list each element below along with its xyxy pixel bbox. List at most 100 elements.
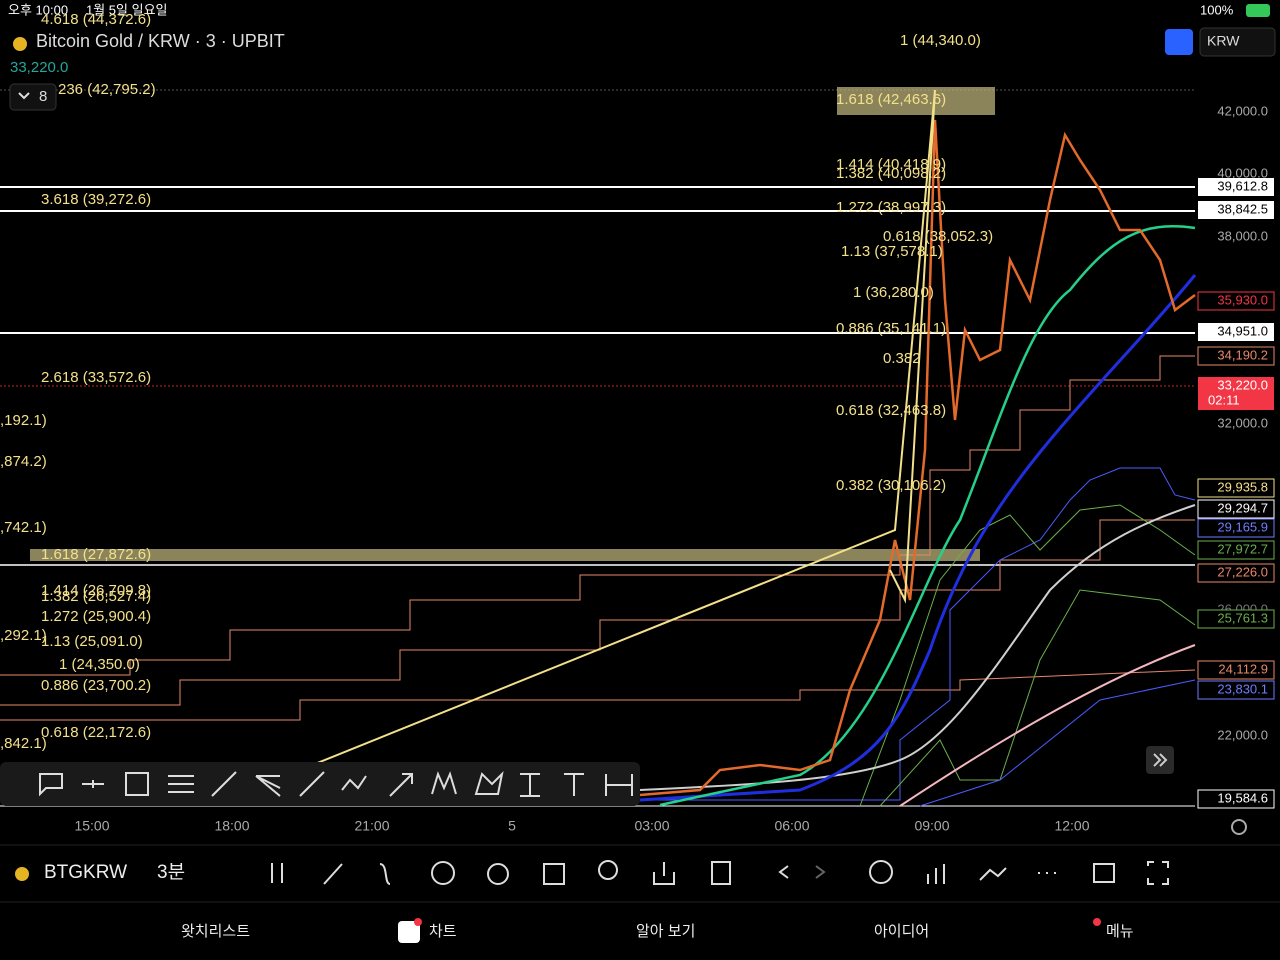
price-label: 32,000.0 <box>1217 415 1268 430</box>
price-label: 22,000.0 <box>1217 727 1268 742</box>
icon-fib[interactable] <box>168 775 194 793</box>
icon-window[interactable] <box>1093 863 1115 883</box>
icon-redo[interactable] <box>815 865 826 879</box>
price-label: 34,190.2 <box>1217 347 1268 362</box>
icon-chart[interactable] <box>927 864 945 884</box>
price-label: 35,930.0 <box>1217 292 1268 307</box>
time-label: 18:00 <box>214 818 249 834</box>
nav-item[interactable]: 메뉴 <box>1106 923 1134 940</box>
time-label: 12:00 <box>1054 818 1089 834</box>
last-price: 33,220.0 <box>10 59 68 76</box>
price-label: 38,000.0 <box>1217 228 1268 243</box>
icon-alert[interactable] <box>487 863 509 885</box>
icon-measure[interactable] <box>605 774 633 796</box>
moving-average <box>899 644 1196 807</box>
icon-trend[interactable] <box>211 771 237 797</box>
price-label: 39,612.8 <box>1217 178 1268 193</box>
time-label: 21:00 <box>354 818 389 834</box>
compare-button[interactable] <box>1165 29 1193 55</box>
icon-indicators[interactable] <box>979 867 1007 881</box>
icon-arrow[interactable] <box>389 773 413 797</box>
price-badge <box>1198 201 1274 219</box>
icon-idea[interactable] <box>598 860 618 880</box>
fib-label: 0.886 (23,700.2) <box>41 677 151 694</box>
fib-label: ,742.1) <box>0 519 47 536</box>
icon-range[interactable] <box>520 773 540 797</box>
icon-info[interactable] <box>869 860 893 884</box>
icon-xabcd[interactable] <box>431 771 457 795</box>
fib-label: 1.382 (40,098.2) <box>836 165 946 182</box>
icon-fan[interactable] <box>255 775 281 797</box>
price-label: 29,294.7 <box>1217 500 1268 515</box>
nav-item[interactable]: 왓치리스트 <box>181 923 250 940</box>
currency-select[interactable] <box>1199 27 1276 57</box>
price-label: 25,761.3 <box>1217 610 1268 625</box>
chevron <box>18 92 30 100</box>
icon-draw[interactable] <box>323 863 343 885</box>
fib-label: 1.13 (25,091.0) <box>41 633 143 650</box>
fib-label: ,874.2) <box>0 453 47 470</box>
interval[interactable]: 3분 <box>157 862 185 883</box>
price-badge <box>1198 178 1274 196</box>
icon-pattern[interactable] <box>474 770 504 795</box>
price-label: 23,830.1 <box>1217 681 1268 696</box>
fib-label: 1.13 (37,578.1) <box>841 243 943 260</box>
price-label: 40,000.0 <box>1217 165 1268 180</box>
icon-share[interactable] <box>653 862 675 885</box>
chart-toolbar <box>271 860 1169 885</box>
icon-rect[interactable] <box>125 772 149 796</box>
nav-item[interactable]: 아이디어 <box>874 923 929 940</box>
time-label: 5 <box>508 818 516 834</box>
nav-chart-icon <box>398 921 420 943</box>
icon-path[interactable] <box>341 775 367 791</box>
fib-label: 0.618 (38,052.3) <box>883 228 993 245</box>
ticker[interactable]: BTGKRW <box>44 862 127 883</box>
indicator-line <box>0 669 1196 721</box>
fib-label: 0.382 <box>883 350 921 367</box>
price-label: 27,226.0 <box>1217 564 1268 579</box>
indicators-count: 8 <box>39 88 47 105</box>
badge <box>414 918 422 926</box>
time-label: 06:00 <box>774 818 809 834</box>
icon-text[interactable] <box>564 773 584 796</box>
indicator-line <box>919 679 1196 807</box>
fib-label: 1.618 (27,872.6) <box>41 546 151 563</box>
fib-label: 1.272 (38,997.3) <box>836 199 946 216</box>
indicator-line <box>879 589 1196 807</box>
fib-label: 1.414 (40,418.9) <box>836 156 946 173</box>
currency: KRW <box>1207 33 1240 49</box>
icon-callout[interactable] <box>39 773 63 797</box>
icon-layout[interactable] <box>543 863 565 885</box>
nav-item[interactable]: 차트 <box>429 923 457 940</box>
moving-average <box>659 225 1196 807</box>
price-badge <box>1197 789 1275 809</box>
moving-average <box>639 274 1197 802</box>
price-badge <box>1197 499 1275 519</box>
icon-fullscreen[interactable] <box>1147 861 1169 885</box>
icon-hline[interactable] <box>82 780 104 788</box>
settings-icon[interactable] <box>1231 819 1247 835</box>
indicators-toggle[interactable] <box>9 83 57 111</box>
fib-band <box>30 549 980 561</box>
fib-label: 2.618 (33,572.6) <box>41 369 151 386</box>
fib-label: 1 (36,280.0) <box>853 284 934 301</box>
fib-band <box>837 87 995 115</box>
icon-add[interactable] <box>431 861 455 885</box>
fib-label: 0.618 (22,172.6) <box>41 724 151 741</box>
fib-label: 1.414 (26,709.8) <box>41 582 151 599</box>
icon-undo[interactable] <box>778 865 789 879</box>
fib-label: 1.382 (26,527.4) <box>41 588 151 605</box>
icon-publish[interactable] <box>711 861 731 885</box>
price-badge <box>1197 660 1275 680</box>
price-badge-timer: 02:11 <box>1208 392 1240 407</box>
indicator-line <box>859 504 1196 807</box>
icon-candles[interactable] <box>271 863 283 883</box>
price-label: 19,584.6 <box>1217 790 1268 805</box>
icon-fx[interactable] <box>379 863 391 885</box>
icon-ray[interactable] <box>299 771 325 797</box>
price-label: 29,165.9 <box>1217 519 1268 534</box>
nav-item[interactable]: 알아 보기 <box>636 923 695 940</box>
price-label: 33,220.0 <box>1217 377 1268 392</box>
coin-icon <box>13 37 27 51</box>
